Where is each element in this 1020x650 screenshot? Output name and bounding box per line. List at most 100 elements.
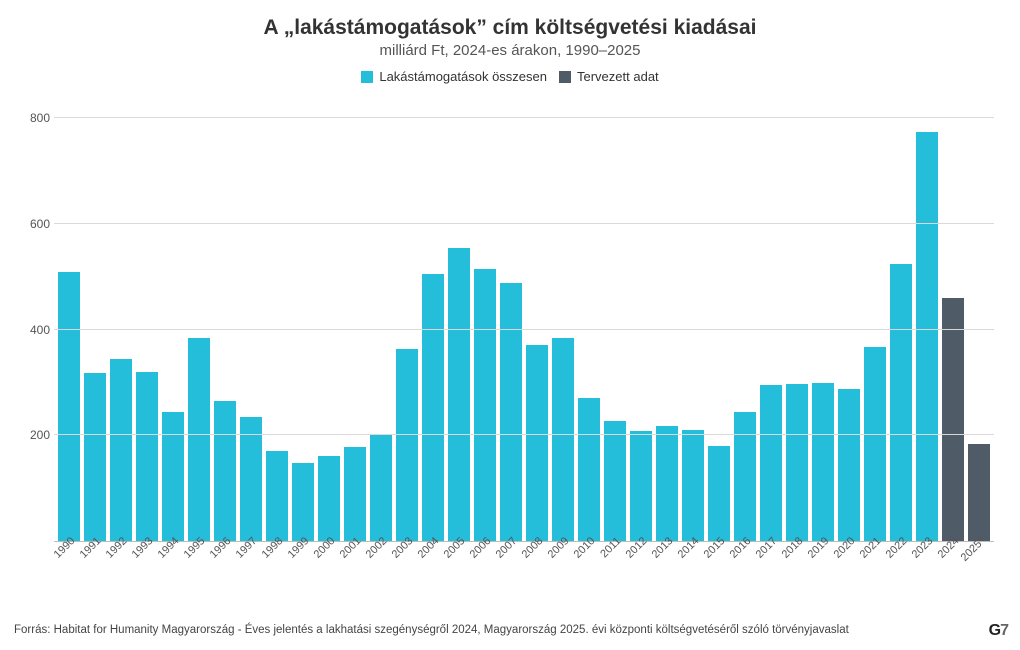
bar-slot: 2021 [864,92,886,541]
bar-slot: 1997 [240,92,262,541]
bar-slot: 2004 [422,92,444,541]
x-axis-label: 2000 [312,535,338,561]
legend-item-planned: Tervezett adat [559,69,659,84]
x-axis-label: 1994 [156,535,182,561]
x-axis-label: 1996 [208,535,234,561]
bar-slot: 1999 [292,92,314,541]
bar-slot: 2016 [734,92,756,541]
bar [110,359,132,541]
bar-slot: 1990 [58,92,80,541]
y-axis-label: 400 [22,323,50,337]
chart-title: A „lakástámogatások” cím költségvetési k… [14,16,1006,40]
bar-slot: 2006 [474,92,496,541]
source-text: Forrás: Habitat for Humanity Magyarorszá… [14,624,849,636]
bar [604,421,626,541]
x-axis-label: 2009 [546,535,572,561]
x-axis-label: 2024 [936,535,962,561]
chart-container: A „lakástámogatások” cím költségvetési k… [0,0,1020,650]
x-axis-label: 1993 [130,535,156,561]
bar [240,417,262,541]
x-axis-label: 2022 [884,535,910,561]
bar [214,401,236,541]
bar-slot: 1998 [266,92,288,541]
bar-slot: 1992 [110,92,132,541]
x-axis-label: 1990 [52,535,78,561]
bar [448,248,470,541]
bar [968,444,990,541]
bars-container: 1990199119921993199419951996199719981999… [54,92,994,541]
bar-slot: 2020 [838,92,860,541]
bar-slot: 1996 [214,92,236,541]
x-axis-label: 1992 [104,535,130,561]
x-axis-label: 2011 [598,535,623,560]
bar-slot: 1993 [136,92,158,541]
bar-slot: 2007 [500,92,522,541]
bar-slot: 2012 [630,92,652,541]
legend-swatch-planned [559,71,571,83]
bar [578,398,600,541]
x-axis-label: 2019 [806,535,832,561]
bar [318,456,340,541]
bar [552,338,574,541]
bar [734,412,756,541]
bar [942,298,964,541]
bar [422,274,444,541]
x-axis-label: 2018 [780,535,806,561]
bar [292,463,314,541]
legend: Lakástámogatások összesen Tervezett adat [14,69,1006,84]
bar [396,349,418,541]
x-axis-label: 2008 [520,535,546,561]
bar [474,269,496,541]
legend-item-total: Lakástámogatások összesen [361,69,547,84]
x-axis-label: 2002 [364,535,390,561]
x-axis-label: 2010 [572,535,598,561]
bar [656,426,678,541]
x-axis-label: 2023 [910,535,936,561]
bar-slot: 2019 [812,92,834,541]
bar [838,389,860,541]
bar-slot: 2014 [682,92,704,541]
y-axis-label: 800 [22,111,50,125]
y-axis-label: 200 [22,428,50,442]
x-axis-label: 1995 [182,535,208,561]
brand-g: G [989,622,1000,639]
bar [500,283,522,541]
x-axis-label: 2004 [416,535,442,561]
bar-slot: 2017 [760,92,782,541]
bar [136,372,158,541]
x-axis-label: 2001 [338,535,364,561]
bar [760,385,782,541]
x-axis-label: 2014 [676,535,702,561]
x-axis-label: 2003 [390,535,416,561]
bar-slot: 2011 [604,92,626,541]
x-axis-label: 1997 [234,535,260,561]
bar [708,446,730,541]
bar-slot: 2002 [370,92,392,541]
grid-line [54,329,994,330]
bar [786,384,808,541]
bar [58,272,80,541]
legend-swatch-total [361,71,373,83]
x-axis-label: 2012 [624,535,650,561]
bar-slot: 2009 [552,92,574,541]
bar [630,431,652,541]
chart-subtitle: milliárd Ft, 2024-es árakon, 1990–2025 [14,42,1006,59]
legend-label-planned: Tervezett adat [577,69,659,84]
x-axis-label: 1998 [260,535,286,561]
bar-slot: 2013 [656,92,678,541]
bar [84,373,106,541]
x-axis-label: 2006 [468,535,494,561]
brand-logo: G7 [989,622,1008,640]
legend-label-total: Lakástámogatások összesen [379,69,547,84]
x-axis-label: 2005 [442,535,468,561]
bar-slot: 2010 [578,92,600,541]
bar-slot: 2018 [786,92,808,541]
x-axis-label: 2017 [754,535,780,561]
bar-slot: 2024 [942,92,964,541]
x-axis-label: 2016 [728,535,754,561]
bar-slot: 1994 [162,92,184,541]
x-axis-label: 2015 [702,535,728,561]
x-axis-label: 2021 [858,535,884,561]
bar [812,383,834,541]
grid-line [54,117,994,118]
